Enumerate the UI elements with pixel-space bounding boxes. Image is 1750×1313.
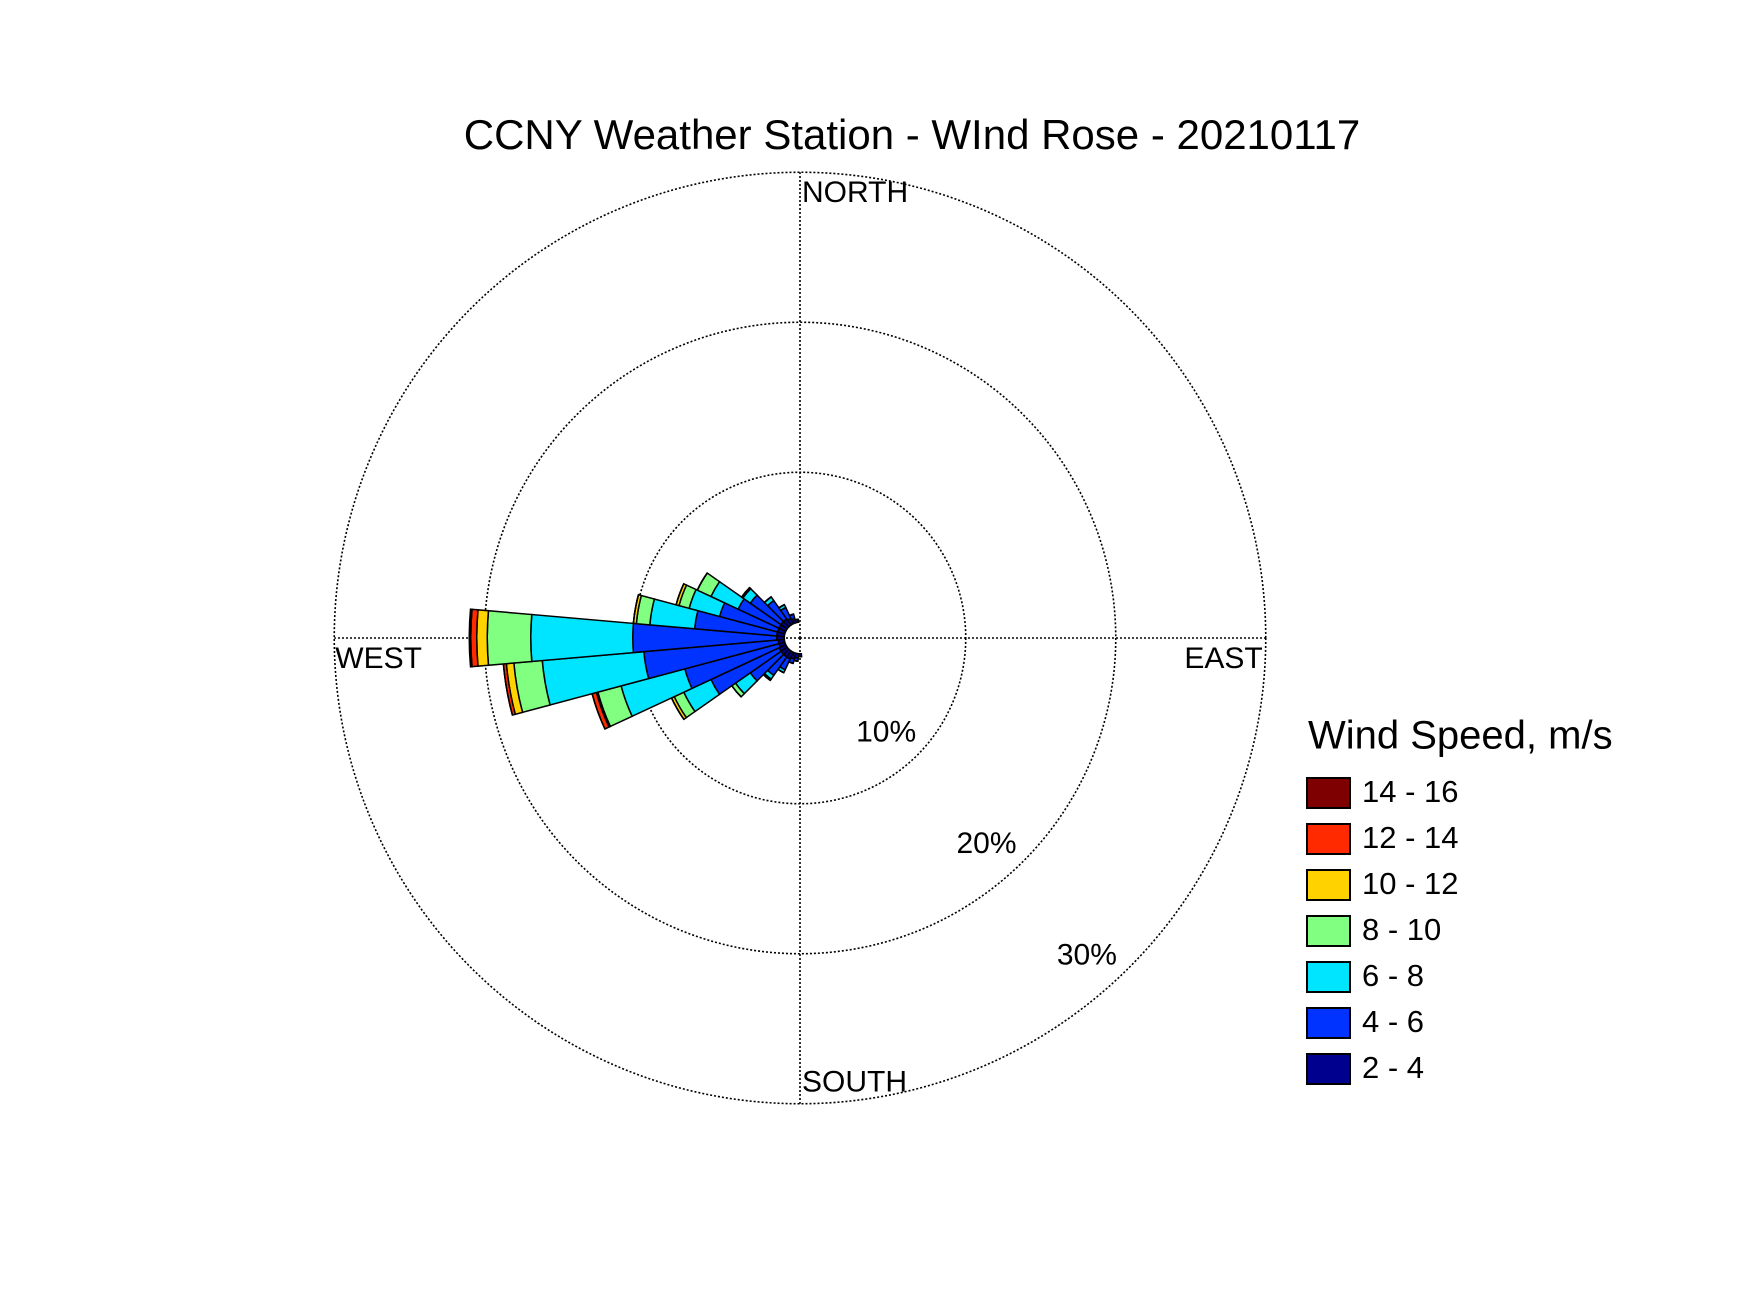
r-tick-label: 30% — [1057, 939, 1117, 972]
r-tick-label: 20% — [956, 827, 1016, 860]
wind-bar — [794, 618, 799, 621]
legend-label: 6 - 8 — [1362, 958, 1424, 993]
wind-bar — [476, 609, 490, 667]
wind-bar — [741, 587, 751, 598]
legend-label: 14 - 16 — [1362, 774, 1459, 809]
wind-bar — [468, 608, 473, 668]
legend-swatch — [1306, 915, 1351, 947]
legend-label: 2 - 4 — [1362, 1050, 1424, 1085]
legend-swatch — [1306, 1053, 1351, 1085]
wind-bar — [486, 609, 533, 667]
wind-bar — [789, 613, 794, 617]
wind-bar — [763, 596, 772, 604]
legend-swatch — [1306, 823, 1351, 855]
wind-bar — [530, 613, 635, 663]
r-tick-label: 10% — [856, 716, 916, 749]
bars — [468, 571, 803, 730]
legend-label: 4 - 6 — [1362, 1004, 1424, 1039]
legend-swatch — [1306, 1007, 1351, 1039]
legend-swatch — [1306, 961, 1351, 993]
chart-title: CCNY Weather Station - WInd Rose - 20210… — [464, 111, 1360, 158]
labels: 10% 20% 30% NORTH EAST SOUTH WEST — [335, 176, 1263, 1099]
legend-label: 8 - 10 — [1362, 912, 1441, 947]
legend-label: 12 - 14 — [1362, 820, 1459, 855]
legend-label: 10 - 12 — [1362, 866, 1459, 901]
angle-label: SOUTH — [802, 1066, 907, 1099]
legend-swatch — [1306, 869, 1351, 901]
legend-swatch — [1306, 777, 1351, 809]
legend: 2 - 4 4 - 6 6 - 8 8 - 10 10 - 12 12 - 14 14 - … — [1306, 774, 1459, 1085]
angle-label: WEST — [335, 642, 422, 675]
grid-ring — [483, 321, 1117, 955]
wind-bar — [632, 594, 640, 624]
legend-title: Wind Speed, m/s — [1308, 714, 1613, 758]
angle-label: EAST — [1184, 642, 1262, 675]
angle-label: NORTH — [802, 176, 908, 209]
